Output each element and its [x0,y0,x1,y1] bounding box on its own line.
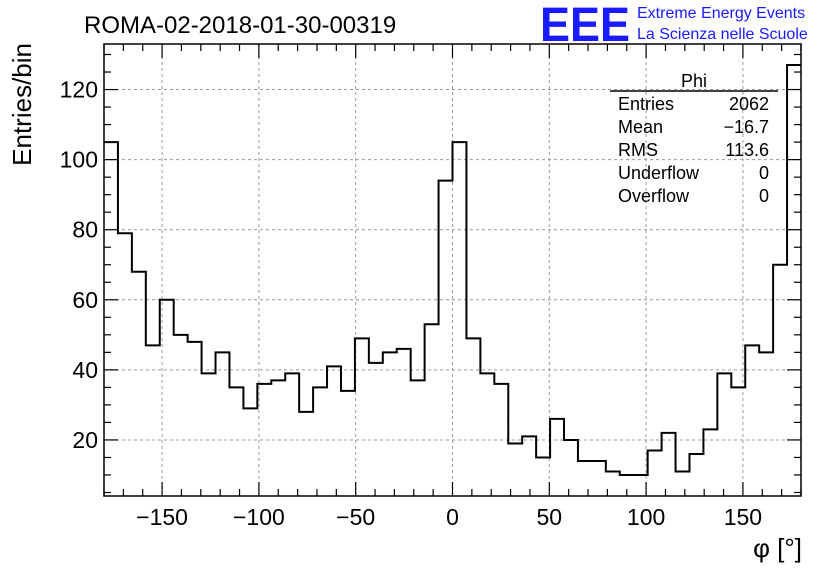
stats-box: Phi Entries 2062 Mean −16.7 RMS 113.6 Underflo… [610,71,778,206]
chart-title: ROMA-02-2018-01-30-00319 [84,12,396,39]
x-tick-label: −100 [233,504,285,530]
y-tick-label: 80 [72,217,98,243]
logo-line-2: La Scienza nelle Scuole [637,26,808,43]
stats-label: Entries [618,94,674,114]
histogram-series [104,64,801,476]
stats-value: 113.6 [725,140,769,160]
x-tick-label: −50 [336,504,375,530]
y-axis-title: Entries/bin [7,43,37,166]
x-tick-label: 0 [446,504,459,530]
x-tick-label: 150 [724,504,762,530]
x-tick-label: 100 [627,504,665,530]
stats-label: Overflow [618,186,690,206]
x-axis-ticks: −150 −100 −50 0 50 100 150 [103,44,802,530]
stats-rows: Entries 2062 Mean −16.7 RMS 113.6 Underflow 0 Ov… [618,94,769,206]
histogram-line [104,64,801,476]
stats-value: 0 [759,163,769,183]
x-tick-label: 50 [537,504,563,530]
stats-value: 2062 [729,94,769,114]
y-tick-label: 100 [60,147,98,173]
stats-label: Mean [618,117,663,137]
y-tick-label: 20 [72,427,98,453]
y-tick-label: 60 [72,287,98,313]
y-axis-ticks: 20 40 60 80 100 120 [60,53,801,494]
stats-value: −16.7 [723,117,769,137]
stats-value: 0 [759,186,769,206]
x-axis-title: φ [°] [753,533,802,563]
stats-label: Underflow [618,163,700,183]
stats-title: Phi [681,71,707,91]
y-tick-label: 120 [60,77,98,103]
x-tick-label: −150 [136,504,188,530]
y-tick-label: 40 [72,357,98,383]
logo-line-1: Extreme Energy Events [637,5,805,22]
stats-label: RMS [618,140,658,160]
grid-lines [104,44,801,496]
